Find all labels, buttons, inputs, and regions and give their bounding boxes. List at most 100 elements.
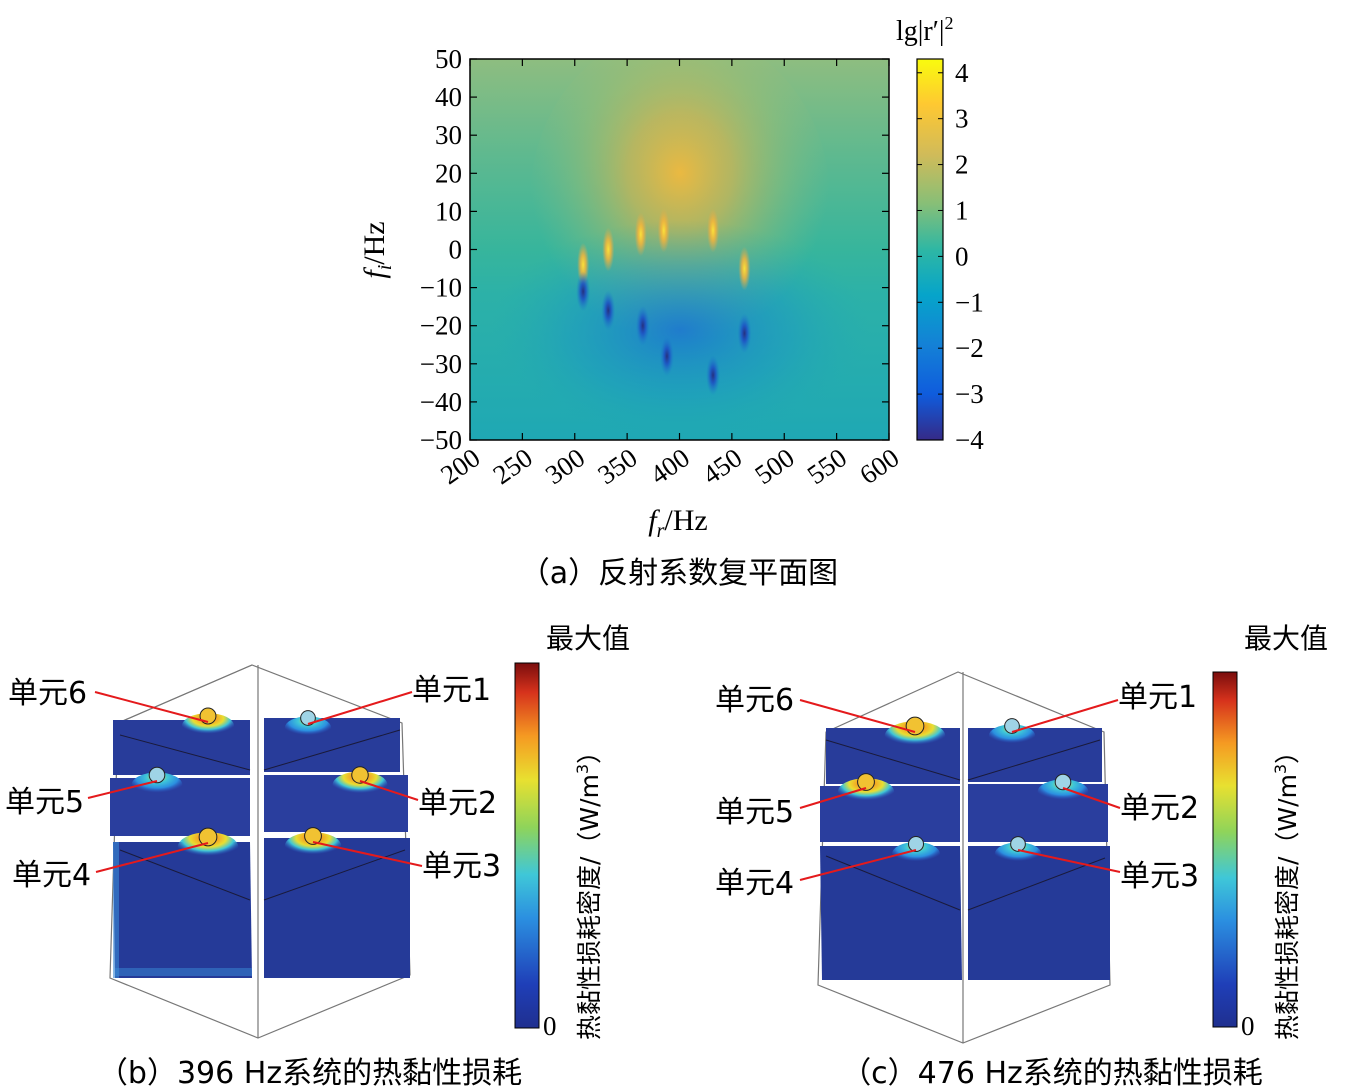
y-tick-label: −40 bbox=[420, 387, 462, 417]
y-tick-label: −10 bbox=[420, 273, 462, 303]
unit-label: 单元2 bbox=[1120, 791, 1199, 826]
x-tick-label: 600 bbox=[854, 442, 904, 490]
x-tick-label: 400 bbox=[645, 442, 695, 490]
heatmap-plot-area bbox=[470, 59, 889, 440]
leader-line bbox=[87, 780, 158, 799]
pole-mark bbox=[707, 208, 720, 253]
colorbar-tick-label: 1 bbox=[955, 195, 969, 225]
colorbar-tick-label: −2 bbox=[955, 333, 984, 363]
leader-line bbox=[307, 691, 413, 725]
colorbar-tick-label: −1 bbox=[955, 287, 984, 317]
colorbar-c-label-sup: 3 bbox=[1271, 764, 1290, 774]
colorbar-c bbox=[1212, 671, 1238, 1028]
pole-mark bbox=[738, 246, 751, 291]
x-tick-label: 500 bbox=[749, 442, 799, 490]
unit-slabs bbox=[820, 728, 1110, 980]
unit-labels-c: 单元6 单元1 单元5 单元2 单元4 单元3 bbox=[715, 680, 1199, 901]
leader-line bbox=[1062, 787, 1121, 809]
heatmap-zero-region bbox=[490, 220, 870, 440]
unit-slabs bbox=[110, 718, 410, 978]
y-tick-label: −20 bbox=[420, 311, 462, 341]
unit-label: 单元6 bbox=[715, 683, 794, 718]
hotspot bbox=[284, 832, 342, 860]
unit-label: 单元5 bbox=[715, 795, 794, 830]
leader-line bbox=[312, 841, 423, 867]
colorbar-c-label: 热黏性损耗密度/（W/m3） bbox=[1271, 739, 1302, 1040]
resonator-neck bbox=[300, 710, 316, 726]
zero-mark bbox=[601, 290, 616, 331]
colorbar-a-title-main: lg|r′| bbox=[896, 16, 944, 47]
hotspot bbox=[892, 842, 940, 866]
colorbar-c-label-main: 热黏性损耗密度/（W/m bbox=[1273, 774, 1302, 1040]
resonator-neck bbox=[1054, 773, 1072, 791]
y-axis-label-unit: /Hz bbox=[358, 221, 391, 264]
unit-label: 单元3 bbox=[422, 849, 501, 884]
zero-mark bbox=[635, 305, 650, 346]
hotspot bbox=[131, 772, 183, 798]
colorbar-b-label-sup: 3 bbox=[573, 764, 592, 774]
hotspot bbox=[177, 832, 239, 862]
resonator-neck bbox=[351, 766, 369, 784]
caption-a: （a）反射系数复平面图 bbox=[520, 556, 838, 591]
unit-label: 单元6 bbox=[8, 676, 87, 711]
unit-label: 单元1 bbox=[412, 673, 491, 708]
y-axis-label-sub: i bbox=[374, 265, 396, 271]
pole-mark bbox=[657, 208, 670, 253]
hotspot bbox=[1037, 779, 1089, 805]
leader-line bbox=[1011, 699, 1119, 733]
colorbar-tick-label: 3 bbox=[955, 104, 969, 134]
hotspot bbox=[332, 771, 388, 799]
y-tick-label: 40 bbox=[435, 82, 462, 112]
colorbar-b-min: 0 bbox=[543, 1011, 557, 1041]
pole-mark bbox=[634, 212, 647, 257]
box-wireframe bbox=[817, 671, 1111, 1044]
leader-line bbox=[799, 849, 917, 881]
hotspot bbox=[837, 778, 895, 806]
colorbar-tick-label: −3 bbox=[955, 379, 984, 409]
x-axis-label: fr/Hz bbox=[648, 504, 707, 542]
resonator-neck bbox=[304, 827, 322, 845]
y-tick-label: 30 bbox=[435, 120, 462, 150]
x-tick-label: 300 bbox=[540, 442, 590, 490]
colorbar-b-label-end: ） bbox=[575, 739, 604, 764]
leader-line bbox=[95, 842, 209, 873]
colorbar-b-label-main: 热黏性损耗密度/（W/m bbox=[575, 774, 604, 1040]
svg-text:fr/Hz: fr/Hz bbox=[648, 504, 707, 542]
resonator-neck bbox=[905, 716, 925, 736]
unit-label: 单元4 bbox=[715, 866, 794, 901]
svg-text:fi/Hz: fi/Hz bbox=[358, 221, 396, 278]
colorbar-b-label: 热黏性损耗密度/（W/m3） bbox=[573, 739, 604, 1040]
y-tick-label: −30 bbox=[420, 349, 462, 379]
colorbar-tick-label: 0 bbox=[955, 241, 969, 271]
hotspot bbox=[988, 724, 1036, 748]
x-tick-label: 250 bbox=[487, 442, 537, 490]
leader-line bbox=[799, 787, 867, 809]
pole-mark bbox=[602, 227, 615, 272]
y-tick-label: 50 bbox=[435, 44, 462, 74]
resonator-neck bbox=[148, 766, 166, 784]
x-tick-label: 350 bbox=[592, 442, 642, 490]
y-axis-label: fi/Hz bbox=[358, 221, 396, 278]
hotspot bbox=[994, 842, 1042, 866]
unit-labels-b: 单元6 单元1 单元5 单元2 单元4 单元3 bbox=[5, 673, 501, 893]
colorbar-b-title: 最大值 bbox=[546, 622, 630, 655]
colorbar-c-min: 0 bbox=[1241, 1011, 1255, 1041]
zero-mark bbox=[737, 313, 752, 354]
colorbar-a bbox=[916, 58, 944, 441]
unit-label: 单元2 bbox=[418, 786, 497, 821]
leader-line bbox=[799, 699, 916, 733]
y-tick-label: 0 bbox=[449, 235, 463, 265]
hotspots-b bbox=[131, 707, 388, 862]
x-axis-label-unit: /Hz bbox=[664, 504, 707, 537]
x-tick-label: 550 bbox=[802, 442, 852, 490]
colorbar-tick-label: 4 bbox=[955, 58, 969, 88]
colorbar-a-title: lg|r′|2 bbox=[896, 13, 953, 47]
y-tick-label: −50 bbox=[420, 425, 462, 455]
colorbar-b bbox=[514, 662, 540, 1029]
resonator-neck bbox=[1004, 718, 1020, 734]
resonator-neck bbox=[1010, 836, 1026, 852]
unit-label: 单元4 bbox=[12, 858, 91, 893]
colorbar-tick-label: 2 bbox=[955, 150, 969, 180]
